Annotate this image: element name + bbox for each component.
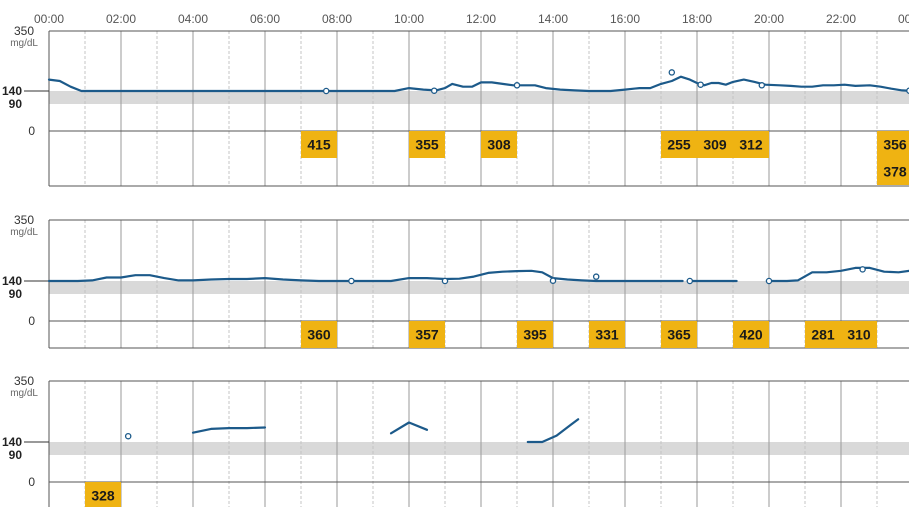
bg-check-marker xyxy=(758,82,766,89)
bg-check-marker xyxy=(906,87,909,94)
insulin-dose-label: 331 xyxy=(595,327,619,343)
insulin-dose-box xyxy=(877,131,909,158)
insulin-dose-box xyxy=(733,131,769,158)
bg-check-marker xyxy=(686,277,694,285)
hour-tick-label: 20:00 xyxy=(754,12,784,26)
bg-check-marker xyxy=(549,277,557,284)
insulin-dose-label: 360 xyxy=(307,327,331,343)
cgm-trace-line xyxy=(47,75,909,93)
insulin-dose-label: 378 xyxy=(883,164,907,180)
insulin-dose-box xyxy=(661,131,697,158)
insulin-dose-box xyxy=(85,482,121,507)
insulin-dose-box xyxy=(409,131,445,158)
bg-check-marker xyxy=(668,69,676,76)
insulin-dose-label: 420 xyxy=(739,327,763,343)
hour-tick-label: 08:00 xyxy=(322,12,352,26)
insulin-dose-box xyxy=(517,321,553,348)
y-zero-label: 0 xyxy=(28,475,35,489)
target-range-band xyxy=(49,91,909,104)
insulin-dose-label: 415 xyxy=(307,137,331,153)
cgm-trace-line xyxy=(191,426,267,434)
insulin-dose-label: 255 xyxy=(667,137,691,153)
hour-tick-label: 18:00 xyxy=(682,12,712,26)
bg-check-marker xyxy=(430,87,438,94)
hour-tick-label: 16:00 xyxy=(610,12,640,26)
target-range-band xyxy=(49,442,909,455)
insulin-dose-box xyxy=(481,131,517,158)
bg-check-marker xyxy=(124,432,132,440)
target-low-label: 90 xyxy=(9,287,23,301)
insulin-dose-box xyxy=(697,131,733,158)
y-unit-label: mg/dL xyxy=(10,38,38,49)
insulin-dose-label: 365 xyxy=(667,327,691,343)
hour-tick-label: 02:00 xyxy=(106,12,136,26)
insulin-dose-label: 281 xyxy=(811,327,835,343)
insulin-dose-label: 328 xyxy=(91,488,115,504)
bg-check-marker xyxy=(697,81,704,88)
bg-check-marker xyxy=(513,82,521,89)
bg-check-marker xyxy=(348,277,355,285)
cgm-trace-line xyxy=(47,269,684,283)
insulin-dose-box xyxy=(877,158,909,185)
hour-tick-label: 12:00 xyxy=(466,12,496,26)
insulin-dose-label: 356 xyxy=(883,137,907,153)
y-max-label: 350 xyxy=(14,24,34,38)
insulin-dose-box xyxy=(301,131,337,158)
y-max-label: 350 xyxy=(14,213,34,227)
insulin-dose-label: 357 xyxy=(415,327,439,343)
hour-tick-label: 06:00 xyxy=(250,12,280,26)
cgm-trace-line xyxy=(389,421,429,435)
target-range-band xyxy=(49,281,909,294)
insulin-dose-label: 308 xyxy=(487,137,511,153)
cgm-trace-line xyxy=(526,418,580,444)
insulin-dose-box xyxy=(805,321,841,348)
y-zero-label: 0 xyxy=(28,314,35,328)
y-unit-label: mg/dL xyxy=(10,227,38,238)
bg-check-marker xyxy=(592,273,600,280)
target-low-label: 90 xyxy=(9,97,23,111)
hour-tick-label: 04:00 xyxy=(178,12,208,26)
hour-tick-label: 10:00 xyxy=(394,12,424,26)
insulin-dose-box xyxy=(301,321,337,348)
insulin-dose-box xyxy=(841,321,877,348)
target-low-label: 90 xyxy=(9,448,23,462)
target-high-label: 140 xyxy=(2,84,22,98)
bg-check-marker xyxy=(859,266,866,273)
hour-tick-label: 14:00 xyxy=(538,12,568,26)
bg-check-marker xyxy=(765,277,773,285)
hour-tick-label: 22:00 xyxy=(826,12,856,26)
hour-axis-labels: 00:00 02:00 04:00 06:00 08:00 10:00 12:00 14:00… xyxy=(34,12,909,26)
y-unit-label: mg/dL xyxy=(10,388,38,399)
hour-tick-label: 00:00 xyxy=(898,12,909,26)
insulin-dose-label: 312 xyxy=(739,137,763,153)
insulin-dose-label: 355 xyxy=(415,137,439,153)
insulin-dose-box xyxy=(409,321,445,348)
y-zero-label: 0 xyxy=(28,124,35,138)
insulin-dose-label: 395 xyxy=(523,327,547,343)
insulin-dose-box xyxy=(589,321,625,348)
bg-check-marker xyxy=(322,87,330,95)
insulin-dose-box xyxy=(733,321,769,348)
insulin-dose-box xyxy=(661,321,697,348)
insulin-dose-label: 310 xyxy=(847,327,871,343)
insulin-dose-label: 309 xyxy=(703,137,727,153)
cgm-trace-line xyxy=(767,266,909,283)
bg-check-marker xyxy=(441,277,449,285)
y-max-label: 350 xyxy=(14,374,34,388)
target-high-label: 140 xyxy=(2,274,22,288)
hour-tick-label: 00:00 xyxy=(34,12,64,26)
target-high-label: 140 xyxy=(2,435,22,449)
